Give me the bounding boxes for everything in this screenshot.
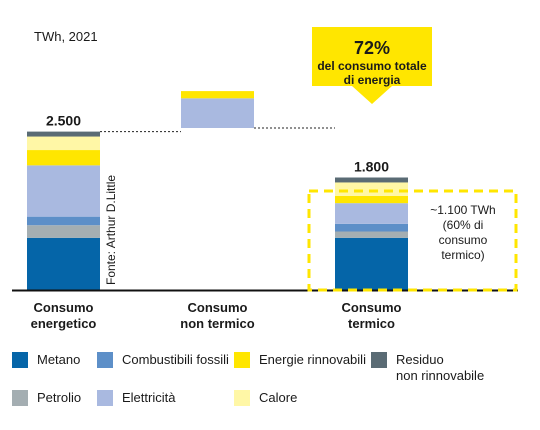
legend-label: Combustibili fossili	[122, 352, 229, 367]
source-label: Fonte: Arthur D.Little	[104, 175, 118, 285]
bar-segment-petrolio-2	[335, 231, 408, 238]
stacked-bar-chart: TWh, 2021 2.500 1.800 Fonte: Arthur D.Littl…	[12, 27, 518, 331]
highlight-box	[307, 189, 518, 292]
total-label-0: 2.500	[46, 113, 81, 129]
legend-swatch	[97, 390, 113, 406]
bar-segment-calore-0	[27, 136, 100, 151]
legend-label: Calore	[259, 390, 298, 405]
bar-segment-energie-rinnovabili-0	[27, 150, 100, 166]
legend-label: Metano	[37, 352, 81, 367]
legend-label: Energie rinnovabili	[259, 352, 366, 367]
bar-segment-elettricit--1	[181, 98, 254, 128]
bar-segment-residuo-2	[335, 177, 408, 183]
legend-item: Metano	[12, 352, 80, 368]
legend-swatch	[371, 352, 387, 368]
bar-segment-elettricit--2	[335, 203, 408, 224]
callout-percent: 72%	[354, 38, 390, 58]
legend-swatch	[234, 352, 250, 368]
total-label-2: 1.800	[354, 159, 389, 175]
legend-label: Petrolio	[37, 390, 82, 405]
chart-legend: Metano Combustibili fossili Energie rinnov…	[0, 340, 540, 430]
bar-segment-petrolio-0	[27, 225, 100, 238]
bar-segment-elettricit--0	[27, 165, 100, 217]
category-label-1: Consumo non termico	[180, 300, 254, 331]
bar-segment-calore-2	[335, 182, 408, 196]
legend-item: Residuo non rinnovabile	[371, 352, 484, 384]
category-label-0: Consumo energetico	[31, 300, 97, 331]
category-label-2: Consumo termico	[342, 300, 402, 331]
highlight-label: ~1.100 TWh (60% di consumo termico)	[430, 203, 495, 262]
callout-text: del consumo totale di energia	[317, 59, 427, 87]
bar-segment-energie-rinnovabili-2	[335, 195, 408, 204]
unit-label: TWh, 2021	[34, 29, 98, 44]
bar-segment-residuo-0	[27, 131, 100, 137]
legend-swatch	[12, 390, 28, 406]
legend-label: Residuo non rinnovabile	[396, 352, 485, 383]
legend-item: Energie rinnovabili	[234, 352, 366, 368]
legend-item: Petrolio	[12, 390, 81, 406]
legend-item: Calore	[234, 390, 297, 406]
legend-swatch	[234, 390, 250, 406]
legend-label: Elettricità	[122, 390, 176, 405]
legend-item: Elettricità	[97, 390, 175, 406]
legend-swatch	[97, 352, 113, 368]
bar-segment-metano-2	[335, 237, 408, 290]
legend-swatch	[12, 352, 28, 368]
bar-segment-metano-0	[27, 237, 100, 290]
callout-box	[312, 27, 432, 104]
bar-segment-combustibili-fossili-2	[335, 223, 408, 232]
bar-segment-combustibili-fossili-0	[27, 216, 100, 226]
bar-segment-energie-rinnovabili-1	[181, 91, 254, 99]
legend-item: Combustibili fossili	[97, 352, 229, 368]
